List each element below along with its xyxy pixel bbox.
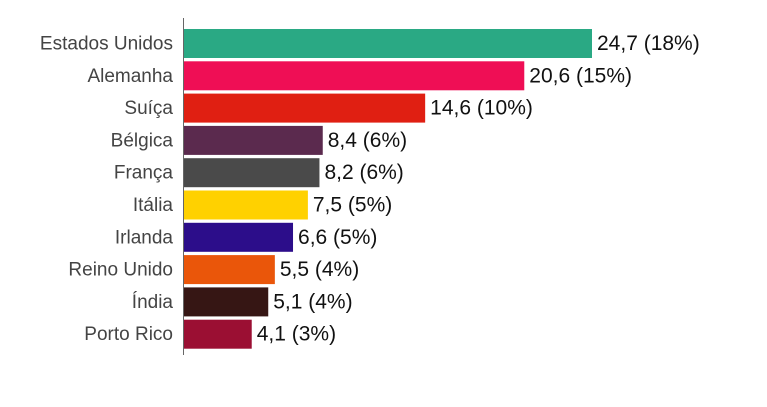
bar <box>184 158 320 188</box>
value-label: 4,1 (3%) <box>257 323 336 346</box>
value-label: 20,6 (15%) <box>529 64 632 87</box>
category-label: Irlanda <box>115 227 174 248</box>
bar <box>184 29 592 58</box>
category-label: Índia <box>132 292 174 313</box>
value-label: 5,5 (4%) <box>280 258 359 281</box>
category-label: Alemanha <box>87 66 173 87</box>
category-label: França <box>114 163 174 184</box>
category-label: Reino Unido <box>68 260 173 281</box>
value-label: 6,6 (5%) <box>298 226 377 249</box>
category-label: Estados Unidos <box>40 34 173 55</box>
value-label: 14,6 (10%) <box>430 97 533 120</box>
category-label: Porto Rico <box>84 324 173 345</box>
category-label: Itália <box>133 195 174 216</box>
value-label: 7,5 (5%) <box>313 194 392 217</box>
value-label: 24,7 (18%) <box>597 32 700 55</box>
bar <box>184 222 294 252</box>
category-label: Bélgica <box>111 130 174 151</box>
bar <box>184 61 525 91</box>
bar <box>184 93 426 123</box>
value-label: 8,2 (6%) <box>324 161 403 184</box>
bar <box>184 319 252 349</box>
bar <box>184 287 269 317</box>
value-label: 5,1 (4%) <box>273 290 352 313</box>
bar <box>184 190 308 220</box>
category-label: Suíça <box>124 98 173 119</box>
value-label: 8,4 (6%) <box>328 129 407 152</box>
bar <box>184 255 275 285</box>
bar <box>184 125 323 155</box>
